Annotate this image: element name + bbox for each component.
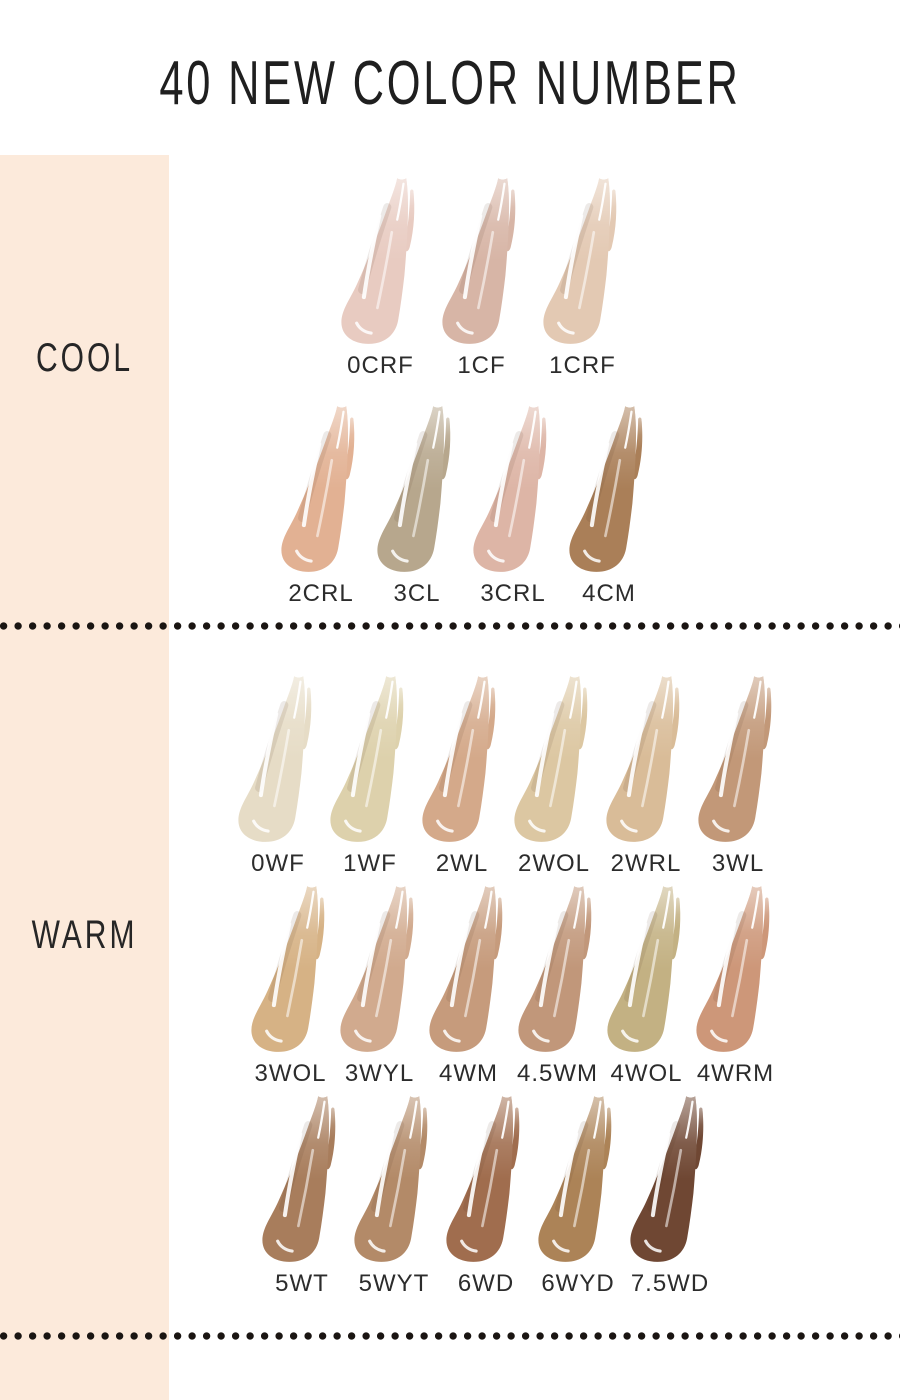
swatch-2wol: 2WOL	[508, 674, 600, 878]
swatch-label: 4CM	[582, 580, 636, 607]
swatch-label: 2WL	[435, 850, 489, 877]
swatch-label: 4WM	[439, 1060, 498, 1087]
swatch-label: 3WL	[711, 850, 765, 877]
swatch-4wol: 4WOL	[602, 884, 691, 1088]
foundation-smear-graphic	[327, 176, 435, 348]
swatch-4wrm: 4WRM	[691, 884, 780, 1088]
swatch-3wl: 3WL	[692, 674, 784, 878]
swatch-label: 0WF	[251, 850, 305, 877]
foundation-smear-graphic	[555, 404, 663, 576]
swatch-5wt: 5WT	[256, 1094, 348, 1298]
swatch-7_5wd: 7.5WD	[624, 1094, 716, 1298]
swatch-label: 3WYL	[344, 1060, 415, 1087]
swatch-2wrl: 2WRL	[600, 674, 692, 878]
swatch-label: 1CRF	[549, 352, 616, 379]
swatch-1wf: 1WF	[324, 674, 416, 878]
foundation-smear-graphic	[363, 404, 471, 576]
dotted-divider-bottom	[0, 1332, 900, 1340]
swatch-label: 5WYT	[358, 1270, 430, 1297]
foundation-smear-graphic	[428, 176, 536, 348]
foundation-smear-graphic	[459, 404, 567, 576]
swatch-row-warm-1: 0WF 1WF 2WL 2WOL 2WRL 3WL	[232, 674, 784, 878]
swatch-label: 4.5WM	[516, 1060, 598, 1087]
swatch-6wd: 6WD	[440, 1094, 532, 1298]
swatch-3wol: 3WOL	[246, 884, 335, 1088]
swatch-row-warm-2: 3WOL 3WYL 4WM 4.5WM 4WOL 4WRM	[246, 884, 780, 1088]
swatch-row-warm-3: 5WT 5WYT 6WD 6WYD 7.5WD	[256, 1094, 716, 1298]
swatch-3wyl: 3WYL	[335, 884, 424, 1088]
swatch-label: 4WRM	[696, 1060, 775, 1087]
swatch-label: 7.5WD	[630, 1270, 710, 1297]
swatch-4wm: 4WM	[424, 884, 513, 1088]
swatch-0crf: 0CRF	[330, 176, 431, 380]
swatch-label: 2CRL	[288, 580, 354, 607]
swatch-label: 6WD	[457, 1270, 515, 1297]
swatch-2crl: 2CRL	[273, 404, 369, 608]
swatch-label: 2WRL	[610, 850, 682, 877]
swatch-label: 3CL	[393, 580, 441, 607]
section-label-cool: COOL	[35, 336, 134, 380]
swatch-label: 1WF	[343, 850, 397, 877]
swatch-0wf: 0WF	[232, 674, 324, 878]
swatch-3cl: 3CL	[369, 404, 465, 608]
swatch-label: 5WT	[275, 1270, 329, 1297]
swatch-label: 0CRF	[347, 352, 414, 379]
foundation-smear-graphic	[267, 404, 375, 576]
swatch-label: 6WYD	[541, 1270, 615, 1297]
tone-sidebar-background	[0, 155, 169, 1400]
swatch-4cm: 4CM	[561, 404, 657, 608]
swatch-row-cool-1: 0CRF 1CF 1CRF	[330, 176, 633, 380]
swatch-label: 1CF	[457, 352, 506, 379]
swatch-6wyd: 6WYD	[532, 1094, 624, 1298]
swatch-row-cool-2: 2CRL 3CL 3CRL 4CM	[273, 404, 657, 608]
dotted-divider-top	[0, 622, 900, 630]
swatch-1cf: 1CF	[431, 176, 532, 380]
swatch-1crf: 1CRF	[532, 176, 633, 380]
section-label-warm: WARM	[31, 913, 138, 957]
swatch-2wl: 2WL	[416, 674, 508, 878]
swatch-label: 3CRL	[480, 580, 546, 607]
swatch-label: 4WOL	[610, 1060, 683, 1087]
foundation-smear-graphic	[616, 1094, 724, 1266]
swatch-5wyt: 5WYT	[348, 1094, 440, 1298]
swatch-label: 3WOL	[254, 1060, 327, 1087]
foundation-smear-graphic	[684, 674, 792, 846]
page-title: 40 NEW COLOR NUMBER	[159, 49, 741, 118]
foundation-smear-graphic	[529, 176, 637, 348]
swatch-3crl: 3CRL	[465, 404, 561, 608]
swatch-4_5wm: 4.5WM	[513, 884, 602, 1088]
foundation-smear-graphic	[682, 884, 790, 1056]
swatch-label: 2WOL	[517, 850, 590, 877]
